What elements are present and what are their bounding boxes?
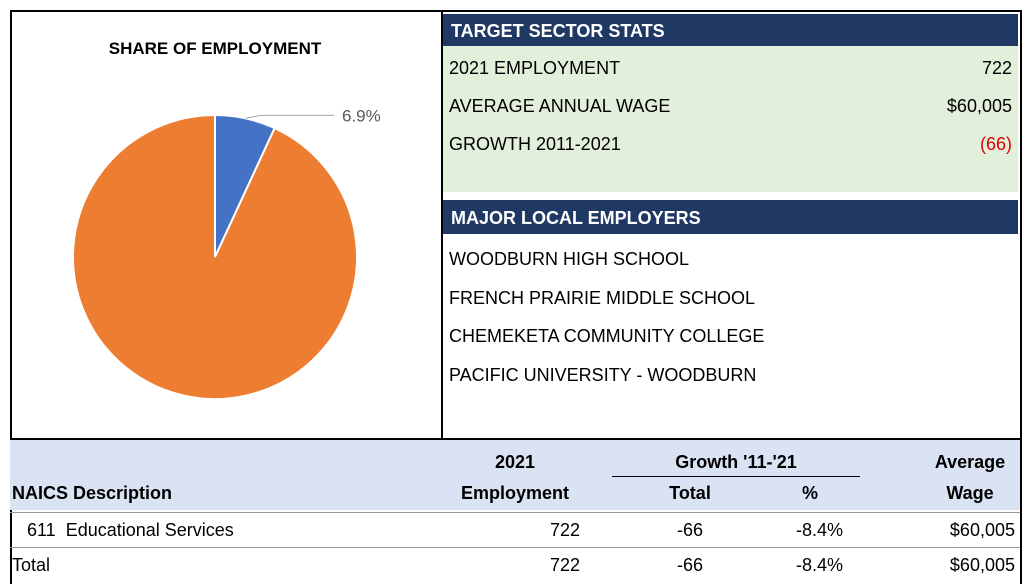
- cell: -66: [676, 520, 703, 540]
- stats-title: TARGET SECTOR STATS: [443, 14, 1018, 46]
- stat-label: GROWTH 2011-2021: [449, 134, 621, 154]
- row-line: [10, 512, 1020, 513]
- stat-label: 2021 EMPLOYMENT: [449, 58, 621, 78]
- row-label: Total: [12, 555, 51, 575]
- cell: 722: [549, 520, 580, 540]
- pie-slice: [72, 113, 358, 400]
- cell: $60,005: [949, 520, 1015, 540]
- row-label: 611 Educational Services: [27, 520, 234, 540]
- table-top-line: [10, 438, 1020, 440]
- col-header: %: [801, 483, 818, 503]
- employer: WOODBURN HIGH SCHOOL: [449, 249, 690, 269]
- row-line: [10, 547, 1020, 548]
- col-header: Employment: [460, 483, 570, 503]
- divider: [441, 10, 443, 438]
- stats-panel: [443, 46, 1018, 192]
- pie-chart: SHARE OF EMPLOYMENT 6.9%: [72, 39, 381, 400]
- col-header: Wage: [946, 483, 994, 503]
- frame: [10, 10, 1022, 584]
- cell: -8.4%: [795, 555, 843, 575]
- cell: -66: [676, 555, 703, 575]
- col-header: Average: [934, 452, 1006, 472]
- growth-underline: [612, 476, 860, 477]
- stat-label: AVERAGE ANNUAL WAGE: [449, 96, 671, 116]
- col-header: NAICS Description: [12, 483, 173, 503]
- stat-value: $60,005: [946, 96, 1012, 116]
- cell: -8.4%: [795, 520, 843, 540]
- stat-value: (66): [979, 134, 1012, 154]
- employers-title: MAJOR LOCAL EMPLOYERS: [443, 200, 1018, 234]
- employer: PACIFIC UNIVERSITY - WOODBURN: [449, 364, 757, 385]
- chart-title: SHARE OF EMPLOYMENT: [109, 39, 322, 58]
- cell: 722: [549, 555, 580, 575]
- employer: FRENCH PRAIRIE MIDDLE SCHOOL: [449, 287, 756, 308]
- stat-value: 722: [981, 58, 1012, 78]
- cell: $60,005: [949, 555, 1015, 575]
- data-label: 6.9%: [342, 106, 381, 125]
- col-header: Total: [669, 483, 711, 503]
- table-header-bg: [10, 440, 1020, 510]
- col-header: Growth '11-'21: [675, 452, 797, 472]
- leader-line: [245, 114, 334, 119]
- employer: CHEMEKETA COMMUNITY COLLEGE: [449, 326, 765, 346]
- col-header: 2021: [494, 452, 536, 472]
